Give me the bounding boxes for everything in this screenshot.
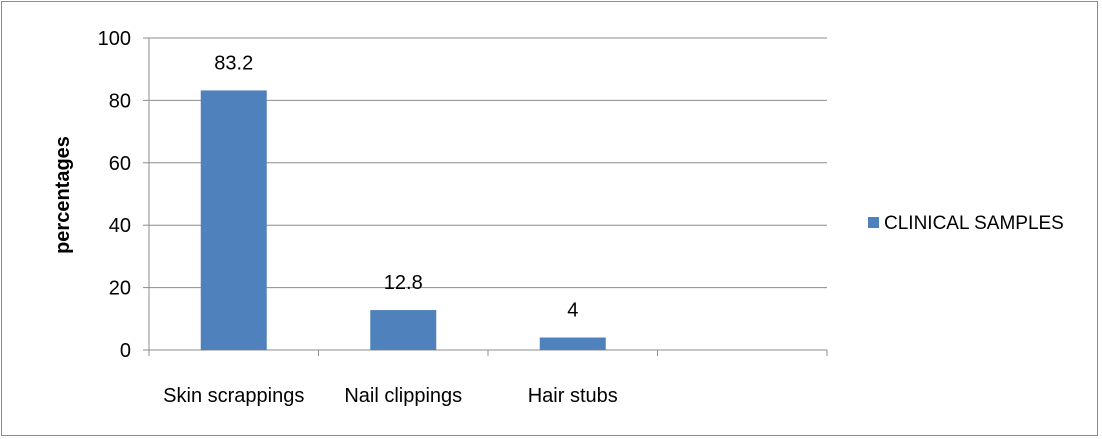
legend-label-clinical-samples: CLINICAL SAMPLES [884, 213, 1064, 234]
bars [200, 90, 606, 350]
y-tick-label-40: 40 [109, 215, 131, 237]
data-label-2: 12.8 [384, 272, 423, 294]
y-axis-title: percentages [52, 136, 74, 254]
y-tick-label-20: 20 [109, 278, 131, 300]
legend: CLINICAL SAMPLES [868, 213, 1064, 234]
data-label-3: 4 [567, 300, 578, 322]
x-tick-label-1: Skin scrappings [163, 385, 304, 407]
bar-3 [539, 337, 606, 350]
y-tick-label-80: 80 [109, 90, 131, 112]
x-tick-label-3: Hair stubs [528, 385, 618, 407]
x-tick-label-2: Nail clippings [344, 385, 462, 407]
data-labels: 83.2 12.8 4 [214, 52, 578, 321]
data-label-1: 83.2 [214, 52, 253, 74]
bar-1 [200, 90, 267, 350]
bar-2 [370, 310, 437, 350]
legend-swatch-clinical-samples [868, 217, 879, 228]
y-tick-label-100: 100 [98, 28, 131, 50]
y-tick-label-0: 0 [120, 340, 131, 362]
axes: 0 20 40 60 80 100 Skin scrappings Nail clipping… [98, 28, 828, 407]
y-tick-label-60: 60 [109, 153, 131, 175]
